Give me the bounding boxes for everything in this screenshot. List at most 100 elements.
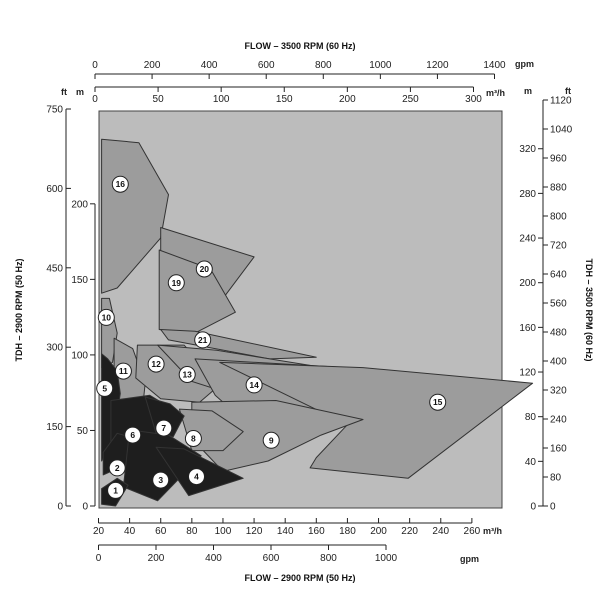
zone-label-marker-13 xyxy=(178,366,196,383)
bottom-m3h-tick-label: 140 xyxy=(277,526,294,537)
right-ft-tick-label: 640 xyxy=(550,270,567,281)
top-gpm-tick-label: 600 xyxy=(258,60,275,71)
right-m-tick-label: 120 xyxy=(519,368,536,379)
top-gpm-tick-label: 1200 xyxy=(426,60,449,71)
zone-label-marker-5 xyxy=(96,379,114,397)
bottom-gpm-tick-label: 0 xyxy=(96,553,102,564)
zone-label-marker-21 xyxy=(194,331,212,349)
top-m3h-tick-label: 50 xyxy=(153,94,165,105)
zone-label-1: 1 xyxy=(113,485,118,495)
zone-15 xyxy=(219,361,534,479)
right-ft-unit: ft xyxy=(565,86,571,96)
bottom-m3h-tick-label: 100 xyxy=(215,526,232,537)
top-m3h-unit: m³/h xyxy=(486,88,505,98)
right-ft-tick-label: 480 xyxy=(550,328,567,339)
zone-label-13: 13 xyxy=(182,370,192,380)
top-axis-title: FLOW – 3500 RPM (60 Hz) xyxy=(244,41,355,51)
left-ft-unit: ft xyxy=(61,87,67,97)
left-ft-tick-label: 450 xyxy=(46,263,63,274)
zone-label-marker-4 xyxy=(188,468,205,486)
left-m-tick-label: 50 xyxy=(77,426,89,437)
top-gpm-tick-label: 200 xyxy=(144,60,161,71)
top-gpm-tick-label: 800 xyxy=(315,60,332,71)
left-ft-tick-label: 600 xyxy=(46,184,63,195)
zone-label-marker-9 xyxy=(262,431,280,449)
zones-layer: 16 20 19 21 10 11 12 13 14 15 9 8 5 6 7 2 3 4 1 xyxy=(96,138,534,507)
bottom-gpm-tick-label: 400 xyxy=(205,553,222,564)
top-m3h-tick-label: 150 xyxy=(276,94,293,105)
zone-label-11: 11 xyxy=(119,366,128,376)
right-m-tick-label: 320 xyxy=(519,144,536,155)
right-m-tick-label: 240 xyxy=(519,234,536,245)
zone-label-marker-2 xyxy=(108,459,126,477)
zone-label-marker-10 xyxy=(97,308,115,326)
bottom-gpm-tick-label: 800 xyxy=(320,553,337,564)
zone-label-3: 3 xyxy=(158,475,163,485)
zone-label-marker-6 xyxy=(124,426,142,444)
right-ft-tick-label: 960 xyxy=(550,154,567,165)
bottom-gpm-unit: gpm xyxy=(460,554,479,564)
zone-7 xyxy=(144,396,185,438)
left-m-tick-label: 200 xyxy=(71,199,88,210)
zone-label-2: 2 xyxy=(115,463,120,473)
right-ft-tick-label: 240 xyxy=(550,415,567,426)
zone-label-14: 14 xyxy=(249,380,259,390)
bottom-m3h-unit: m³/h xyxy=(483,526,502,536)
right-m-tick-label: 0 xyxy=(530,502,536,513)
top-gpm-tick-label: 400 xyxy=(201,60,218,71)
zone-label-marker-12 xyxy=(147,355,165,373)
left-axis-title: TDH – 2900 RPM (50 Hz) xyxy=(14,258,24,361)
left-m-tick-label: 150 xyxy=(71,275,88,286)
right-ft-tick-label: 880 xyxy=(550,183,567,194)
zone-label-marker-1 xyxy=(107,481,125,499)
right-m-tick-label: 160 xyxy=(519,323,536,334)
right-ft-tick-label: 1120 xyxy=(550,96,572,107)
left-m-tick-label: 0 xyxy=(82,502,88,513)
right-axis-title: TDH – 3500 RPM (60 Hz) xyxy=(584,258,594,361)
zone-label-7: 7 xyxy=(161,423,166,433)
bottom-m3h-tick-label: 240 xyxy=(432,526,449,537)
zone-label-marker-16 xyxy=(111,175,129,193)
right-m-tick-label: 40 xyxy=(525,457,537,468)
zone-label-5: 5 xyxy=(102,383,107,393)
zone-label-10: 10 xyxy=(102,312,112,322)
bottom-axis-title: FLOW – 2900 RPM (50 Hz) xyxy=(244,573,355,583)
bottom-m3h-tick-label: 80 xyxy=(186,526,198,537)
left-m-unit: m xyxy=(76,87,84,97)
left-ft-tick-label: 0 xyxy=(57,502,63,513)
top-m3h-tick-label: 0 xyxy=(92,94,98,105)
top-gpm-tick-label: 1000 xyxy=(369,60,392,71)
bottom-m3h-tick-label: 180 xyxy=(339,526,356,537)
right-ft-tick-label: 320 xyxy=(550,386,567,397)
bottom-gpm-tick-label: 1000 xyxy=(375,553,398,564)
right-ft-tick-label: 800 xyxy=(550,212,567,223)
top-m3h-tick-label: 200 xyxy=(339,94,356,105)
zone-label-12: 12 xyxy=(151,359,161,369)
bottom-m3h-tick-label: 120 xyxy=(246,526,263,537)
zone-label-marker-15 xyxy=(429,393,447,411)
zone-label-15: 15 xyxy=(433,397,443,407)
zone-label-marker-3 xyxy=(152,471,170,489)
top-gpm-unit: gpm xyxy=(515,59,534,69)
zone-label-marker-8 xyxy=(184,430,202,447)
top-m3h-tick-label: 250 xyxy=(402,94,419,105)
bottom-m3h-tick-label: 260 xyxy=(464,526,481,537)
right-m-tick-label: 80 xyxy=(525,412,537,423)
left-m-tick-label: 100 xyxy=(71,350,88,361)
zone-label-marker-20 xyxy=(195,260,213,278)
bottom-gpm-tick-label: 600 xyxy=(263,553,280,564)
zone-label-4: 4 xyxy=(194,472,199,482)
bottom-gpm-tick-label: 200 xyxy=(148,553,165,564)
bottom-m3h-tick-label: 200 xyxy=(370,526,387,537)
zone-label-19: 19 xyxy=(172,278,182,288)
zone-label-21: 21 xyxy=(198,335,208,345)
zone-label-16: 16 xyxy=(116,179,126,189)
bottom-m3h-tick-label: 220 xyxy=(401,526,418,537)
left-ft-tick-label: 750 xyxy=(46,105,63,116)
left-ft-tick-label: 300 xyxy=(46,343,63,354)
right-ft-tick-label: 0 xyxy=(550,502,556,513)
right-m-unit: m xyxy=(524,86,532,96)
right-ft-tick-label: 160 xyxy=(550,444,567,455)
axes-layer: FLOW – 2900 RPM (50 Hz) m³/h gpm FLOW – … xyxy=(14,41,594,583)
